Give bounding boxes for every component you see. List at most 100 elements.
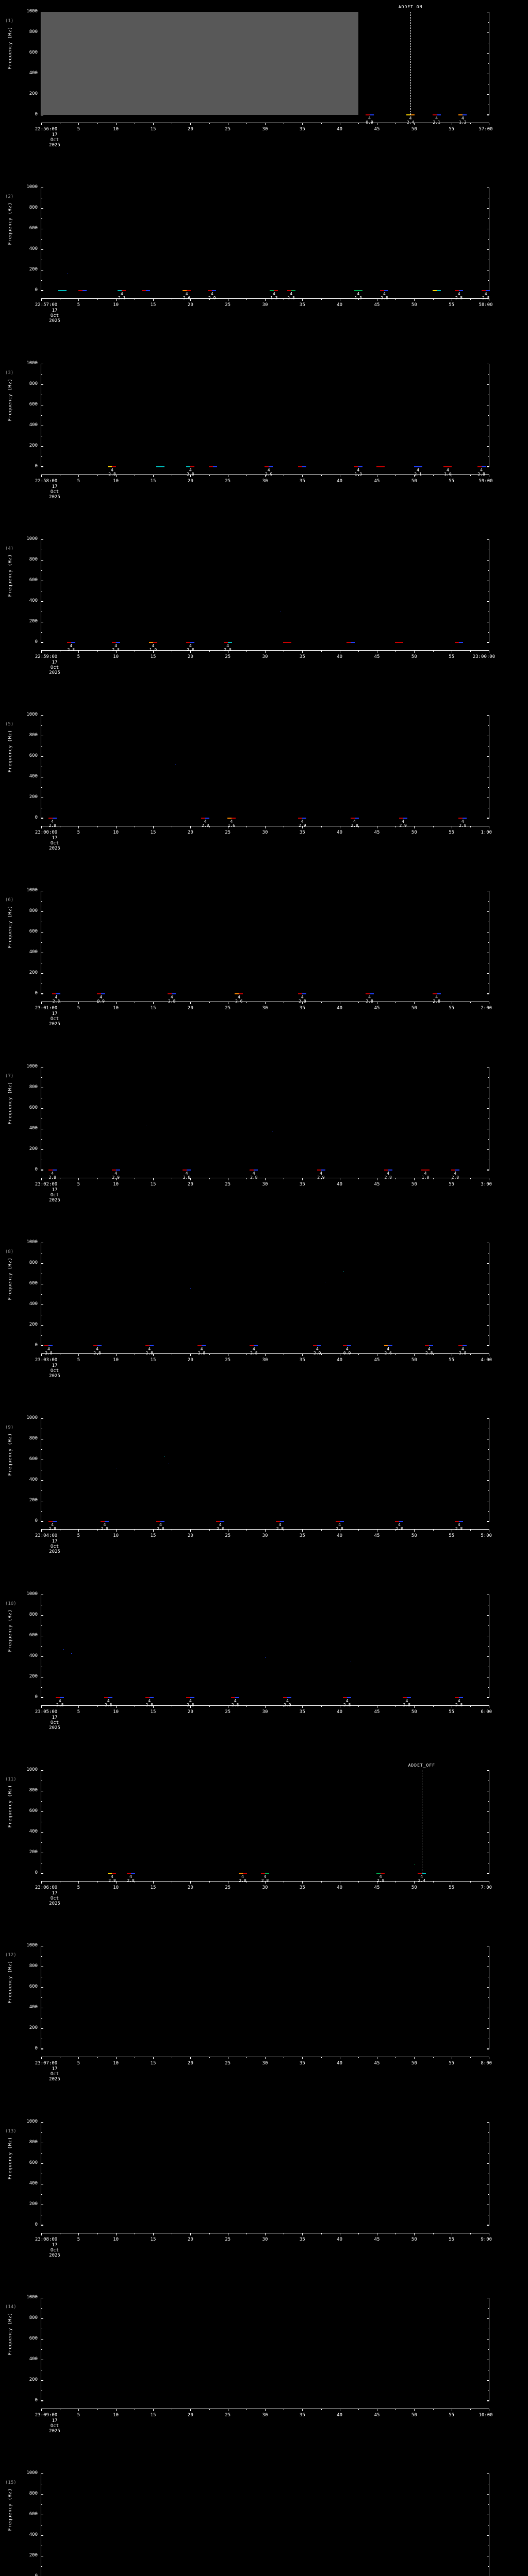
spectrogram-speck [414,1863,415,1865]
detection-value-label: 0.9 [366,121,373,125]
x-tick-label: 5 [77,1006,80,1011]
detection-value-label: 2.4 [418,1878,425,1883]
detection-count-label: 4 [185,292,188,297]
x-tick-label: 5 [77,1533,80,1539]
detection-mark [60,1697,64,1698]
y-tick-right [487,2225,489,2226]
detection-mark [220,1521,225,1522]
x-tick-label: 10 [113,1358,119,1363]
x-tick-label: 30 [262,302,268,308]
detection-mark [459,290,464,292]
y-axis-title: Frequency (Hz) [8,1960,13,2004]
x-tick-major [78,1177,79,1180]
x-tick-major [116,123,117,125]
y-tick-right [487,32,489,33]
x-tick-major [302,1177,303,1180]
x-tick-label: 10 [113,654,119,659]
x-tick-label: 30 [262,478,268,484]
y-tick-right [487,932,489,933]
detection-count-label: 4 [461,116,464,121]
x-tick-label: 10 [113,2061,119,2066]
detection-mark [287,290,291,292]
y-tick-right [487,818,489,819]
x-tick-label: 35 [299,2412,305,2418]
x-tick-label: 25 [225,1533,231,1539]
y-tick-right [487,2318,489,2319]
detection-value-label: 1.6 [228,824,235,828]
detection-mark [482,290,486,292]
x-tick-major [78,650,79,653]
y-tick-label: 0 [35,2046,38,2052]
x-tick-major [78,1353,79,1357]
x-tick-label: 15 [150,1006,156,1011]
x-tick-minor [321,1880,322,1883]
x-tick-label: 50 [411,127,417,132]
x-tick-major [153,2408,154,2411]
detection-mark [126,1872,131,1874]
x-tick-label: 45 [374,830,380,836]
y-tick [41,2535,43,2536]
x-tick-label: 20 [187,1181,193,1187]
x-tick-minor [358,2057,359,2059]
detection-value-label: 2.8 [198,1351,205,1355]
y-tick-minor [41,239,42,240]
detection-mark [235,1697,240,1698]
y-tick-right [487,1480,489,1481]
date-stack-label: 17 Oct 2025 [49,2242,60,2258]
detection-mark [414,466,422,467]
x-tick-major [265,1177,266,1180]
detection-count-label: 4 [405,1698,408,1703]
y-tick-minor-right [488,1449,489,1450]
panel-index-label: (15) [5,2480,16,2486]
detection-value-label: 0.9 [97,999,104,1004]
y-tick [41,1987,43,1988]
y-tick [41,642,43,643]
x-tick-major [78,2408,79,2411]
detection-mark [274,290,278,292]
detection-mark [369,993,374,995]
y-tick-label: 1000 [26,1591,38,1597]
x-tick-major [265,2057,266,2060]
x-tick-minor [97,2408,98,2410]
x-tick-minor [470,123,471,124]
x-tick-minor [395,1705,397,1707]
x-tick-minor [246,1353,247,1355]
x-tick-major [116,1529,117,1532]
x-tick-label: 30 [262,1006,268,1011]
y-tick-label: 200 [29,794,38,800]
detection-value-label: 1.3 [355,472,362,477]
y-axis-title: Frequency (Hz) [8,2137,13,2179]
y-tick-minor-right [488,2566,489,2567]
x-tick-minor [470,1353,471,1355]
x-tick-minor [246,2232,247,2234]
y-tick [41,1325,43,1326]
detection-mark [302,993,307,995]
y-tick-minor-right [488,787,489,788]
x-tick-major [265,298,266,301]
detection-mark [486,290,490,292]
y-tick-minor-right [488,570,489,571]
x-tick-minor [321,2408,322,2410]
x-tick-major [153,298,154,301]
detection-mark [52,1521,57,1522]
y-tick-minor-right [488,1687,489,1688]
x-tick-minor [395,1177,397,1179]
detection-mark [298,993,303,995]
detection-mark [432,114,437,115]
x-tick-label: 5 [77,654,80,659]
x-axis-start-label: 23:05:00 [35,1709,58,1715]
x-tick-label: 25 [225,2236,231,2242]
x-axis-start-label: 23:04:00 [35,1533,58,1539]
detection-mark [455,290,459,292]
plot-area [41,188,489,291]
detection-value-label: 2.8 [343,1703,351,1707]
x-tick-major [116,298,117,301]
x-tick-major [265,1880,266,1884]
y-tick-label: 600 [29,226,38,231]
panel-index-label: (3) [5,370,14,376]
x-tick-minor [433,1177,434,1179]
x-tick-minor [209,2408,210,2410]
detection-mark [197,1345,202,1347]
detection-mark [186,641,191,643]
